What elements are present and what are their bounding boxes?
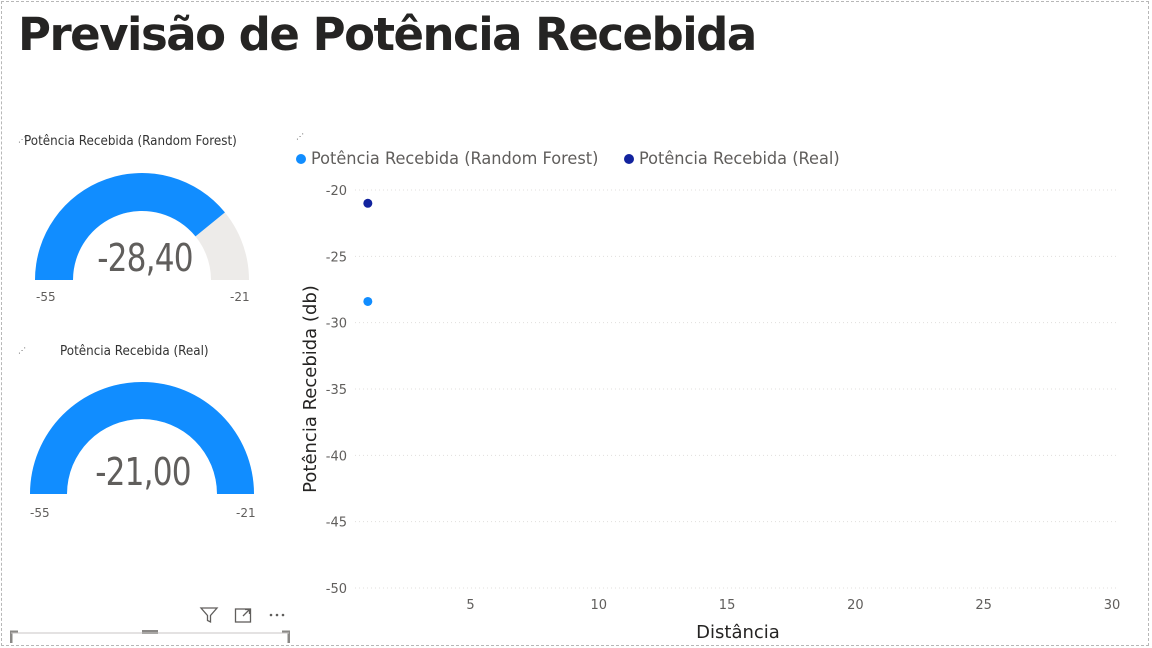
more-options-icon[interactable] [266,604,288,626]
legend-marker-real [623,154,634,164]
x-tick-label: 25 [975,598,992,613]
legend-label-real: Potência Recebida (Real) [638,149,840,169]
gauge-real-label: Potência Recebida (Real) [60,344,209,359]
filter-icon[interactable] [198,604,220,626]
gauge-real-max: -21 [236,506,256,520]
y-tick-label: -35 [326,383,347,398]
visual-resize-handles[interactable] [10,630,290,644]
gauge-real-value: -21,00 [95,450,191,494]
legend-item-random-forest[interactable]: Potência Recebida (Random Forest) [296,149,614,169]
data-point-random-forest [363,296,373,306]
x-tick-label: 30 [1104,598,1121,613]
y-axis-title: Potência Recebida (db) [300,285,321,493]
x-tick-label: 15 [719,598,736,613]
visual-corner-icon: ⋰ [296,132,304,141]
visual-corner-icon: ⋰ [18,135,26,144]
x-tick-label: 10 [591,598,608,613]
y-tick-label: -25 [326,250,347,265]
legend-label-random-forest: Potência Recebida (Random Forest) [311,149,599,169]
legend-item-real[interactable]: Potência Recebida (Real) [623,149,850,169]
y-tick-label: -30 [326,317,347,332]
data-point-real [363,198,373,208]
gauge-fill [35,172,225,280]
y-tick-label: -40 [326,449,347,464]
y-tick-label: -20 [326,184,347,199]
x-tick-label: 20 [847,598,864,613]
gauge-fill [30,382,254,494]
gauge-real[interactable] [20,360,270,510]
legend-marker-random-forest [296,154,306,164]
y-tick-label: -45 [326,516,347,531]
visual-toolbar [198,604,288,626]
x-tick-label: 5 [466,598,474,613]
gauge-rf[interactable] [20,150,270,290]
gauge-rf-max: -21 [230,290,250,304]
chart-legend: Potência Recebida (Random Forest) Potênc… [296,148,860,170]
gauge-real-min: -55 [30,506,50,520]
x-axis-title: Distância [696,622,780,643]
gauge-rf-min: -55 [36,290,56,304]
gauge-rf-value: -28,40 [97,236,193,280]
focus-mode-icon[interactable] [232,604,254,626]
visual-corner-icon: ⋰ [18,346,26,355]
page-title: Previsão de Potência Recebida [18,8,757,61]
y-tick-label: -50 [326,582,347,597]
gauge-rf-label: Potência Recebida (Random Forest) [24,134,237,149]
